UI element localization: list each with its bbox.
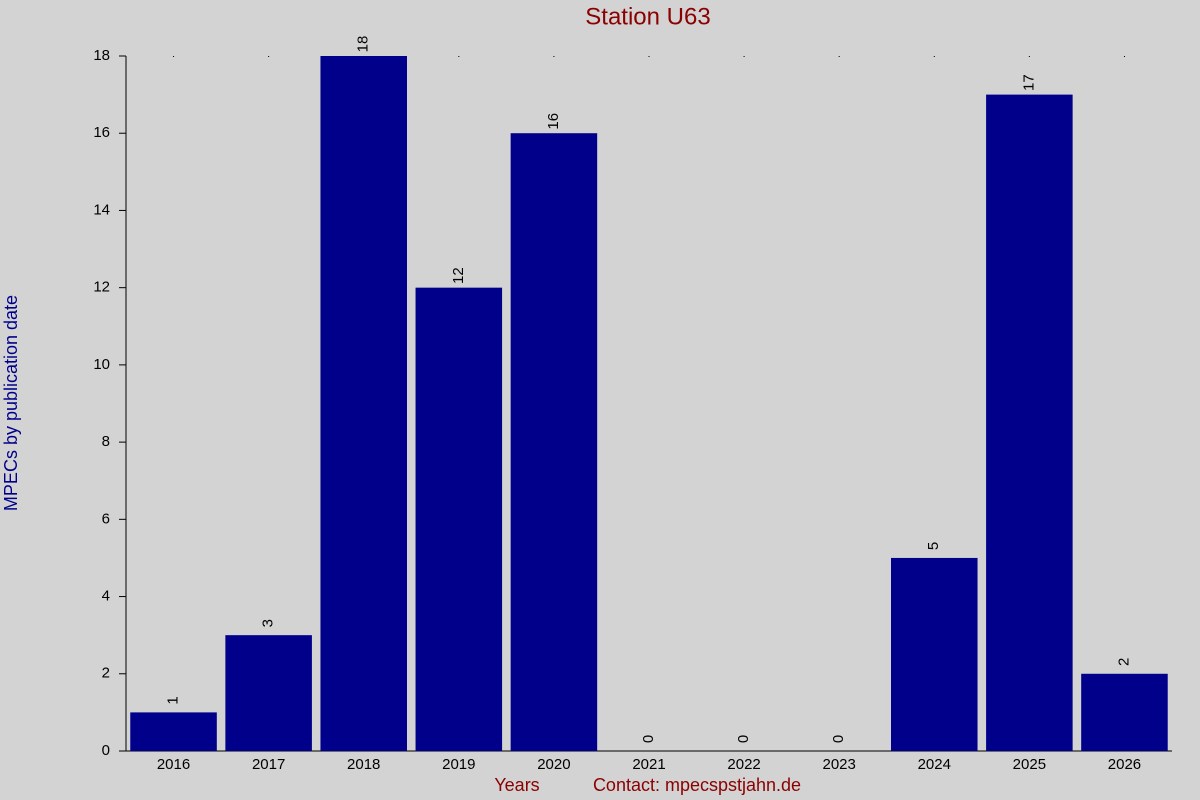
value-label: 0: [640, 735, 657, 743]
top-dot: [458, 56, 460, 57]
x-tick-label: 2016: [157, 756, 190, 773]
x-tick-label: 2021: [632, 756, 665, 773]
bar: [1081, 673, 1168, 751]
value-label: 12: [450, 267, 467, 284]
top-dot: [173, 56, 175, 57]
value-label: 17: [1020, 74, 1037, 91]
bar: [510, 133, 598, 751]
bar: [320, 56, 407, 751]
x-tick-label: 2025: [1013, 756, 1046, 773]
value-label: 18: [355, 36, 372, 53]
contact-note: Contact: mpecspstjahn.de: [593, 775, 801, 795]
bar: [986, 94, 1073, 752]
top-dot: [648, 56, 650, 57]
value-label: 0: [830, 735, 847, 743]
bar: [225, 635, 312, 751]
x-tick-label: 2023: [822, 756, 855, 773]
top-dot: [553, 56, 555, 57]
top-dot: [1028, 56, 1030, 57]
chart-title: Station U63: [585, 3, 710, 30]
y-tick-label: 2: [102, 665, 110, 682]
value-label: 1: [165, 696, 182, 704]
y-tick-label: 6: [102, 510, 110, 527]
y-tick-label: 8: [102, 433, 110, 450]
x-tick-label: 2022: [727, 756, 760, 773]
value-label: 0: [735, 735, 752, 743]
x-tick-label: 2017: [252, 756, 285, 773]
y-axis-label: MPECs by publication date: [1, 295, 21, 511]
top-dot: [268, 56, 270, 57]
value-label: 5: [925, 542, 942, 550]
bar: [891, 557, 978, 751]
top-dot: [1123, 56, 1125, 57]
x-tick-label: 2019: [442, 756, 475, 773]
x-tick-label: 2024: [918, 756, 951, 773]
x-tick-label: 2026: [1108, 756, 1141, 773]
y-tick-label: 18: [93, 47, 110, 64]
x-axis-label: Years: [494, 775, 539, 795]
top-dot: [743, 56, 745, 57]
value-label: 2: [1115, 658, 1132, 666]
y-tick-label: 4: [102, 588, 110, 605]
y-tick-label: 0: [102, 742, 110, 759]
top-dot: [838, 56, 840, 57]
top-dot: [933, 56, 935, 57]
y-tick-label: 10: [93, 356, 110, 373]
x-tick-label: 2018: [347, 756, 380, 773]
y-tick-label: 14: [93, 201, 110, 218]
y-tick-label: 16: [93, 124, 110, 141]
value-label: 16: [545, 113, 562, 130]
x-tick-label: 2020: [537, 756, 570, 773]
bar: [130, 712, 217, 751]
y-tick-label: 12: [93, 279, 110, 296]
value-label: 3: [260, 619, 277, 627]
bar: [415, 287, 503, 751]
